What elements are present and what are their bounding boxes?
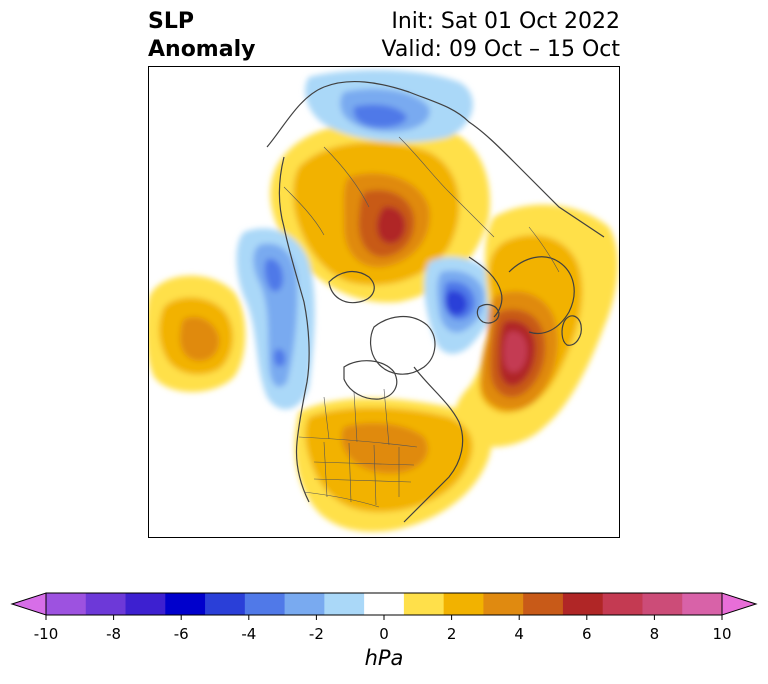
border-kazakhstan bbox=[323, 146, 370, 208]
colorbar-segment bbox=[443, 593, 484, 615]
colorbar-tick-label: 4 bbox=[514, 625, 524, 643]
colorbar-tick-label: -8 bbox=[106, 625, 122, 643]
border-russia-west bbox=[398, 136, 495, 238]
colorbar-tick-label: 0 bbox=[379, 625, 389, 643]
coastline-hudson-bay bbox=[343, 360, 398, 400]
init-date: Init: Sat 01 Oct 2022 bbox=[391, 9, 620, 34]
coastline-iceland bbox=[476, 303, 500, 324]
anomaly-contour-high-atlantic-6 bbox=[503, 331, 527, 373]
anomaly-map bbox=[149, 70, 619, 532]
border-us-states-b bbox=[348, 442, 352, 503]
border-usa-mexico bbox=[303, 491, 380, 508]
title-right: Init: Sat 01 Oct 2022 Valid: 09 Oct – 15… bbox=[382, 8, 620, 64]
border-us-states-f bbox=[313, 478, 412, 483]
colorbar-tick-label: 10 bbox=[712, 625, 732, 643]
colorbar-segment bbox=[403, 593, 445, 615]
colorbar-segment bbox=[682, 593, 723, 615]
colorbar-segment bbox=[85, 593, 127, 615]
colorbar-segment bbox=[244, 593, 286, 615]
colorbar-tick-label: 6 bbox=[582, 625, 592, 643]
anomaly-contour-low-pacific-3 bbox=[264, 258, 284, 292]
colorbar-tick-label: 8 bbox=[649, 625, 660, 643]
colorbar-tick-label: 2 bbox=[446, 625, 457, 643]
border-us-states-c bbox=[373, 444, 377, 506]
colorbar-segment bbox=[165, 593, 206, 615]
border-us-states-e bbox=[313, 461, 415, 466]
coastline-north-america-west bbox=[278, 156, 310, 503]
colorbar-segment bbox=[46, 593, 87, 615]
border-usa-canada bbox=[298, 436, 418, 448]
colorbar-segment bbox=[483, 593, 524, 615]
border-scandinavia bbox=[528, 226, 560, 273]
anomaly-contour-low-pacific-4 bbox=[273, 348, 286, 367]
coastline-europe-asia bbox=[266, 80, 605, 238]
border-china bbox=[283, 186, 325, 236]
title-type: Anomaly bbox=[148, 37, 256, 62]
anomaly-contour-high-arctic-6 bbox=[377, 206, 406, 244]
colorbar-segment bbox=[125, 593, 166, 615]
title-variable: SLP bbox=[148, 9, 194, 34]
colorbar-segment bbox=[562, 593, 604, 615]
colorbar-extend-max bbox=[721, 592, 758, 616]
colorbar-segment bbox=[324, 593, 365, 615]
colorbar-segment bbox=[205, 593, 246, 615]
anomaly-contour-low-greenland-4 bbox=[445, 290, 467, 315]
title-left: SLP Anomaly bbox=[148, 8, 255, 64]
border-canada-provinces bbox=[323, 388, 390, 446]
colorbar-segment bbox=[602, 593, 643, 615]
colorbar-segment bbox=[642, 593, 683, 615]
political-borders bbox=[283, 136, 560, 508]
colorbar-extend-min bbox=[10, 592, 47, 616]
colorbar-tick-marks bbox=[45, 615, 723, 620]
colorbar-tick-label: -4 bbox=[241, 625, 257, 643]
coastline-arctic-islands bbox=[328, 270, 375, 304]
colorbar-tick-label: -10 bbox=[33, 625, 59, 643]
colorbar-segment bbox=[523, 593, 564, 615]
coastline-greenland bbox=[370, 316, 436, 375]
valid-range: Valid: 09 Oct – 15 Oct bbox=[381, 37, 620, 62]
coastline-north-america-east bbox=[403, 366, 464, 523]
anomaly-contour-low-pacific-2 bbox=[253, 243, 298, 387]
colorbar-unit: hPa bbox=[364, 646, 404, 670]
anomaly-contour-high-namerica-3 bbox=[341, 422, 428, 474]
anomaly-contour-low-north-3 bbox=[353, 104, 407, 128]
coastlines bbox=[266, 80, 605, 523]
colorbar-segment bbox=[284, 593, 325, 615]
colorbar-segments bbox=[46, 593, 723, 615]
anomaly-contour-high-pacific-3 bbox=[179, 316, 220, 362]
colorbar-tick-label: -6 bbox=[173, 625, 189, 643]
colorbar-segment bbox=[364, 593, 405, 615]
coastline-europe bbox=[508, 256, 575, 334]
map-panel bbox=[148, 66, 620, 538]
colorbar bbox=[10, 592, 758, 620]
colorbar-tick-label: -2 bbox=[308, 625, 324, 643]
coastline-uk bbox=[561, 315, 582, 346]
border-us-states-a bbox=[323, 441, 328, 498]
